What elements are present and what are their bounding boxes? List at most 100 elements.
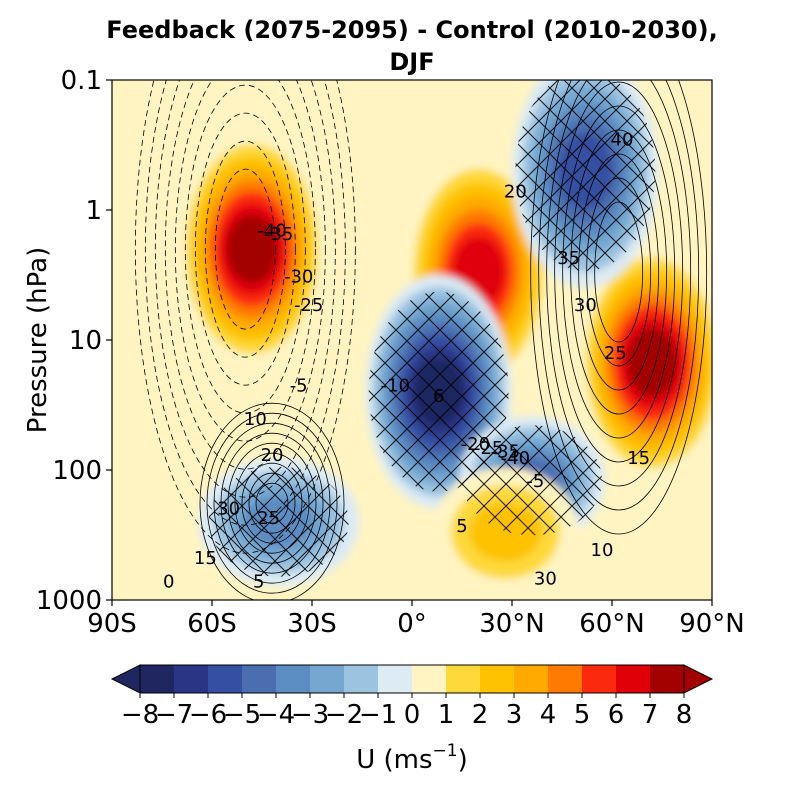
colorbar-tick-label: −6 [189, 700, 227, 730]
x-tick-label: 60°N [579, 609, 645, 639]
colorbar-tick-label: −8 [121, 700, 159, 730]
contour-line [214, 168, 276, 330]
contour-label: -35 [264, 224, 293, 245]
colorbar-tick-label: 0 [404, 700, 421, 730]
contour-label: 0 [163, 571, 174, 592]
contour-line [234, 452, 310, 554]
colorbar-swatch [344, 665, 379, 693]
contour-label: -25 [294, 295, 323, 316]
contour-line [199, 402, 345, 600]
contour-label: -40 [257, 221, 286, 242]
contour-line [248, 472, 296, 534]
chart-title-line2: DJF [389, 48, 434, 76]
contour-label: 40 [611, 130, 634, 151]
colorbar-tick-label: −7 [155, 700, 193, 730]
colorbar-tick-label: 3 [506, 700, 523, 730]
hatching-region [515, 80, 656, 271]
colorbar-tick-label: 4 [540, 700, 557, 730]
y-axis: 0.1 1 10 100 1000 [36, 66, 112, 616]
y-tick-label: 100 [52, 456, 102, 486]
contour-label: 6 [433, 386, 444, 407]
contour-label: -5 [290, 376, 308, 397]
contour-label: 20 [261, 445, 284, 466]
colorbar-swatch [174, 665, 209, 693]
contour-label: 10 [244, 409, 267, 430]
contour-line [594, 201, 644, 343]
colorbar: −8−7−6−5−4−3−2−1 0 1 2 3 4 5 6 7 8 [110, 664, 714, 730]
colorbar-swatch [650, 665, 685, 693]
x-tick-label: 0° [397, 609, 427, 639]
contour-line [134, 80, 356, 554]
contour-label: -30 [284, 266, 313, 287]
contour-label: 25 [257, 508, 280, 529]
colorbar-swatch [480, 665, 515, 693]
contour-line [255, 482, 289, 524]
x-tick-label: 30°N [479, 609, 545, 639]
contour-label: 5 [253, 571, 264, 592]
contour-label: -40 [501, 448, 530, 469]
contour-line [220, 432, 324, 574]
contour-line [206, 412, 338, 594]
colorbar-swatch [582, 665, 617, 693]
contour-line [586, 177, 652, 367]
contour-line [546, 80, 692, 487]
contour-label: 10 [591, 540, 614, 561]
colorbar-extend-low [110, 664, 141, 694]
contour-label: -5 [526, 471, 544, 492]
contour-line [184, 84, 306, 414]
colorbar-tick-label: 1 [438, 700, 455, 730]
hatching-region [368, 291, 509, 492]
x-tick-label: 90°N [679, 609, 745, 639]
contour-label: 30 [217, 499, 240, 520]
contour-line [154, 80, 336, 498]
colorbar-swatch [140, 665, 175, 693]
contour-line [241, 462, 303, 544]
y-tick-label: 1000 [36, 586, 102, 616]
anomaly-contour [227, 215, 277, 284]
anomaly-contour [627, 329, 677, 397]
contour-label: 25 [604, 343, 627, 364]
colorbar-swatch [412, 665, 447, 693]
colorbar-tick-label: −2 [325, 700, 363, 730]
contour-line [213, 422, 331, 584]
colorbar-label: U (ms−1) [356, 741, 468, 775]
colorbar-tick-label: −5 [223, 700, 261, 730]
contour-label: 30 [534, 569, 557, 590]
contour-line [204, 140, 286, 358]
contour-line [174, 80, 316, 442]
colorbar-tick-label: 5 [574, 700, 591, 730]
colorbar-extend-high [683, 664, 714, 694]
contour-line [194, 112, 296, 386]
colorbar-swatch [208, 665, 243, 693]
contour-label: 15 [627, 448, 650, 469]
colorbar-tick-label: 7 [642, 700, 659, 730]
contour-line [227, 442, 317, 564]
colorbar-swatch [514, 665, 549, 693]
colorbar-swatch [276, 665, 311, 693]
contour-label: -35 [491, 441, 520, 462]
contour-label: 30 [574, 295, 597, 316]
colorbar-tick-label: −1 [359, 700, 397, 730]
chart-title: Feedback (2075-2095) - Control (2010-203… [106, 16, 717, 44]
contour-line [578, 153, 660, 391]
contour-line [164, 80, 326, 470]
colorbar-swatch [310, 665, 345, 693]
contour-label: -20 [461, 434, 490, 455]
contour-label: 20 [504, 181, 527, 202]
contour-line [562, 105, 676, 439]
colorbar-tick-label: 2 [472, 700, 489, 730]
colorbar-swatch [616, 665, 651, 693]
y-axis-label: Pressure (hPa) [23, 247, 53, 434]
contour-line [570, 129, 668, 415]
contour-label: 35 [557, 248, 580, 269]
contour-label: -25 [474, 438, 503, 459]
y-tick-label: 0.1 [61, 66, 102, 96]
contour-label: 5 [456, 516, 467, 537]
colorbar-tick-label: −3 [291, 700, 329, 730]
contour-line [144, 80, 346, 526]
x-tick-label: 30S [287, 609, 337, 639]
x-tick-label: 60S [187, 609, 237, 639]
colorbar-tick-label: 6 [608, 700, 625, 730]
